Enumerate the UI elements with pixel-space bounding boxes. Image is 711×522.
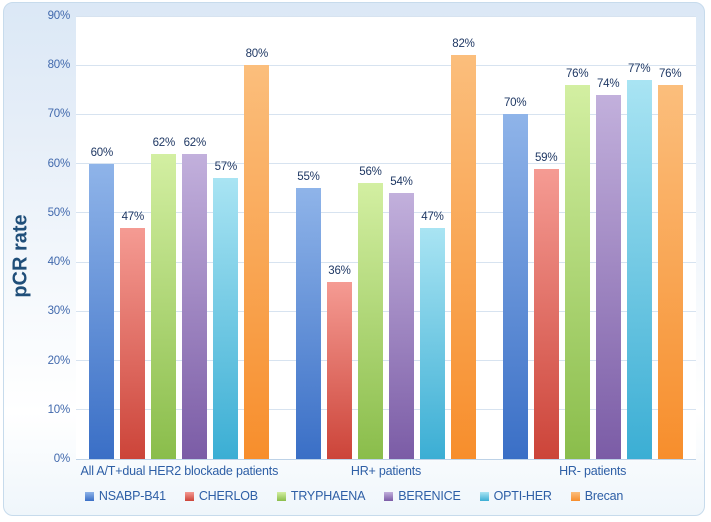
legend-label: OPTI-HER <box>493 489 552 503</box>
category-label: HR+ patients <box>350 464 422 478</box>
bar-value-label: 76% <box>658 67 682 80</box>
bar <box>213 178 239 459</box>
bar-value-label: 56% <box>359 166 382 179</box>
bar-value-label: 62% <box>152 136 176 149</box>
bar <box>595 94 621 459</box>
bar <box>533 168 559 459</box>
y-tick-label: 70% <box>47 108 71 121</box>
y-tick-label: 80% <box>47 59 71 72</box>
bar-value-label: 36% <box>328 264 351 277</box>
legend-item: Brecan <box>570 489 624 503</box>
bar-value-label: 57% <box>214 161 238 174</box>
bar <box>451 55 476 459</box>
y-tick-label: 40% <box>47 256 71 269</box>
gridline <box>76 15 696 17</box>
legend-swatch <box>479 491 489 501</box>
bar-value-label: 59% <box>534 151 558 164</box>
legend-item: CHERLOB <box>184 489 258 503</box>
bar-value-label: 62% <box>183 136 207 149</box>
bar <box>296 188 321 459</box>
y-tick-label: 50% <box>47 206 71 219</box>
legend-swatch <box>384 491 394 501</box>
bar <box>120 227 146 459</box>
legend-label: Brecan <box>584 489 624 503</box>
chart-frame: pCR rate 60% 55% 70% 47% 36% 59% 62% 56% 76% 62% 5… <box>3 2 705 516</box>
legend-item: OPTI-HER <box>479 489 552 503</box>
bar <box>626 80 652 459</box>
legend: NSABP-B41 CHERLOB TRYPHAENA BERENICE OPTI-HE… <box>4 489 704 503</box>
bar <box>151 153 177 459</box>
bar-value-label: 82% <box>452 38 475 51</box>
bar <box>358 183 383 459</box>
bar-value-label: 70% <box>503 97 527 110</box>
legend-label: CHERLOB <box>198 489 258 503</box>
bar <box>327 281 352 459</box>
bar <box>657 84 683 459</box>
y-tick-label: 0% <box>53 453 70 465</box>
gridline <box>76 163 696 165</box>
y-tick-label: 30% <box>47 305 71 318</box>
gridline <box>76 261 696 263</box>
bar-value-label: 60% <box>90 146 114 159</box>
bar <box>420 227 445 459</box>
y-tick-label: 20% <box>47 354 71 367</box>
y-tick-label: 10% <box>47 403 71 416</box>
gridline <box>76 113 696 115</box>
legend-swatch <box>570 491 580 501</box>
bar <box>244 65 270 459</box>
legend-swatch <box>84 491 94 501</box>
category-label: All A/T+dual HER2 blockade patients <box>80 464 279 478</box>
gridline <box>76 360 696 362</box>
bar-value-label: 80% <box>245 48 269 61</box>
legend-item: NSABP-B41 <box>84 489 166 503</box>
bar-value-label: 76% <box>565 67 589 80</box>
bar <box>182 153 208 459</box>
gridline <box>76 409 696 411</box>
legend-swatch <box>184 491 194 501</box>
bar-value-label: 55% <box>297 171 320 184</box>
bar-value-label: 77% <box>627 63 651 75</box>
gridline <box>76 212 696 214</box>
category-label: HR- patients <box>559 464 627 478</box>
plot-area: 60% 55% 70% 47% 36% 59% 62% 56% 76% 62% 54% 74% 57% 4… <box>76 15 696 460</box>
bar <box>89 163 115 459</box>
legend-swatch <box>276 491 286 501</box>
bar-value-label: 74% <box>596 77 620 90</box>
legend-label: BERENICE <box>398 489 461 503</box>
bar <box>389 193 414 459</box>
bar <box>502 114 528 459</box>
legend-item: BERENICE <box>384 489 461 503</box>
gridline <box>76 310 696 312</box>
bar-value-label: 47% <box>421 210 444 223</box>
legend-label: NSABP-B41 <box>98 489 166 503</box>
legend-label: TRYPHAENA <box>290 489 366 503</box>
bar-value-label: 54% <box>390 176 413 189</box>
bar <box>564 84 590 459</box>
gridline <box>76 64 696 66</box>
legend-item: TRYPHAENA <box>276 489 366 503</box>
y-tick-label: 60% <box>47 157 71 170</box>
bar-value-label: 47% <box>121 210 145 223</box>
y-tick-label: 90% <box>47 10 71 22</box>
